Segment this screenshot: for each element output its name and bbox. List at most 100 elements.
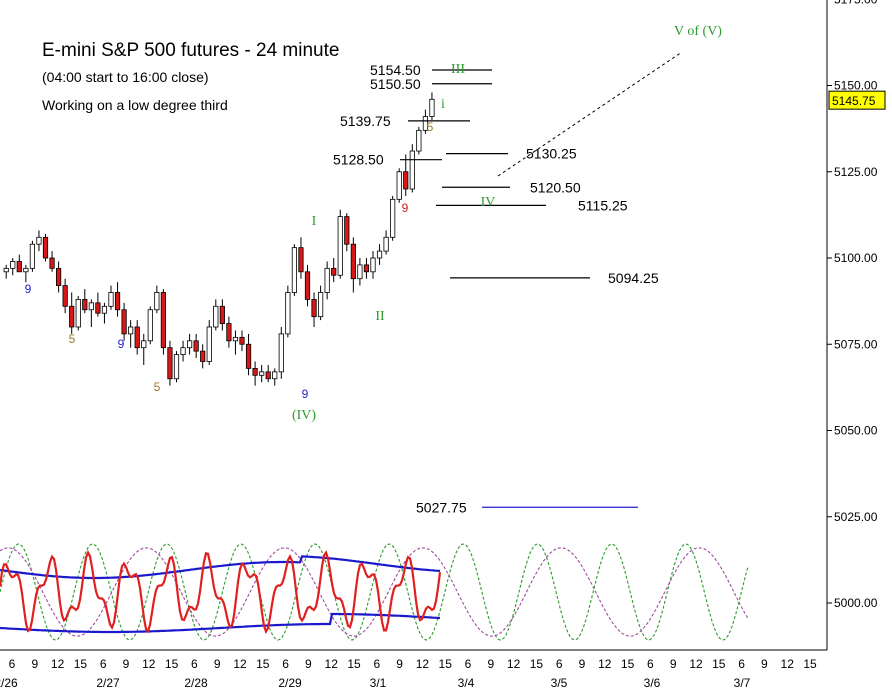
candlestick-series bbox=[3, 92, 435, 386]
wave-label: II bbox=[375, 309, 385, 324]
candle-body bbox=[344, 216, 350, 245]
candle-body bbox=[317, 292, 324, 318]
x-hour-label: 15 bbox=[439, 657, 453, 671]
count-label: 5 bbox=[154, 380, 161, 394]
y-axis-ticks: 5000.00 5025.00 5050.00 5075.00 5100.00 5125.… bbox=[827, 0, 878, 610]
y-tick-label: 5025.00 bbox=[834, 510, 878, 524]
count-label: 9 bbox=[118, 337, 125, 351]
candle-body bbox=[357, 264, 363, 280]
x-hour-label: 12 bbox=[51, 657, 65, 671]
candle-body bbox=[252, 367, 258, 376]
candle-body bbox=[193, 340, 199, 352]
candle-body bbox=[134, 326, 140, 349]
chart-subtitle-1: (04:00 start to 16:00 close) bbox=[42, 69, 209, 85]
x-hour-label: 9 bbox=[487, 657, 494, 671]
x-hour-label: 6 bbox=[373, 657, 380, 671]
oscillator-purple-cycle bbox=[0, 547, 749, 637]
x-date-label: 2/27 bbox=[96, 676, 120, 690]
x-hour-label: 15 bbox=[347, 657, 361, 671]
x-hour-label: 12 bbox=[689, 657, 703, 671]
x-date-label: 2/26 bbox=[0, 676, 18, 690]
oscillator-green-cycle bbox=[0, 543, 749, 641]
x-hour-label: 12 bbox=[416, 657, 430, 671]
x-hour-label: 9 bbox=[214, 657, 221, 671]
projection-line bbox=[497, 51, 683, 177]
candle-body bbox=[370, 257, 376, 273]
x-hour-label: 12 bbox=[142, 657, 156, 671]
x-axis-ticks: 6 9 12 15 6 9 12 15 6 9 12 15 6 9 12 15 6 9 12 15 6 9 12 15 6 9 12… bbox=[0, 657, 817, 690]
price-level-label: 5139.75 bbox=[340, 113, 391, 129]
candle-body bbox=[114, 292, 121, 311]
wave-label: IV bbox=[481, 195, 496, 210]
price-level-label: 5027.75 bbox=[416, 499, 467, 515]
candle-body bbox=[383, 236, 389, 252]
y-tick-label: 5075.00 bbox=[834, 337, 878, 351]
x-date-label: 2/28 bbox=[184, 676, 208, 690]
price-level-label: 5154.50 bbox=[370, 62, 421, 78]
wave-label: III bbox=[451, 62, 465, 77]
x-hour-label: 12 bbox=[507, 657, 521, 671]
candle-body bbox=[422, 116, 429, 131]
candle-body bbox=[298, 247, 304, 273]
x-hour-label: 9 bbox=[670, 657, 677, 671]
x-date-label: 3/4 bbox=[458, 676, 475, 690]
x-hour-label: 15 bbox=[74, 657, 88, 671]
candle-body bbox=[331, 267, 337, 276]
y-tick-label: 5125.00 bbox=[834, 165, 878, 179]
oscillator-lower-band bbox=[0, 612, 441, 634]
candle-body bbox=[101, 305, 108, 314]
candle-body bbox=[272, 371, 278, 380]
candle-body bbox=[213, 305, 219, 328]
candle-body bbox=[10, 261, 16, 269]
count-label: 9 bbox=[302, 387, 309, 401]
candle-body bbox=[376, 250, 383, 259]
oscillator-red-line bbox=[0, 549, 442, 635]
x-hour-label: 9 bbox=[123, 657, 130, 671]
price-level-label: 5094.25 bbox=[608, 270, 659, 286]
x-hour-label: 15 bbox=[712, 657, 726, 671]
candle-body bbox=[363, 264, 370, 273]
candle-body bbox=[403, 171, 409, 190]
candle-body bbox=[121, 309, 127, 335]
x-hour-label: 15 bbox=[803, 657, 817, 671]
x-hour-label: 6 bbox=[465, 657, 472, 671]
last-price-box bbox=[828, 90, 886, 110]
price-level-label: 5128.50 bbox=[333, 152, 384, 168]
x-hour-label: 12 bbox=[598, 657, 612, 671]
x-hour-label: 12 bbox=[781, 657, 795, 671]
candle-body bbox=[259, 371, 265, 376]
candle-body bbox=[245, 343, 252, 369]
wave-label: i bbox=[441, 97, 445, 112]
candle-body bbox=[23, 267, 29, 273]
candle-body bbox=[429, 98, 435, 117]
candle-body bbox=[390, 198, 396, 238]
candle-body bbox=[226, 323, 232, 342]
candle-body bbox=[82, 298, 88, 311]
x-hour-label: 9 bbox=[305, 657, 312, 671]
candle-body bbox=[239, 336, 245, 345]
candle-body bbox=[186, 340, 193, 349]
price-level-label: 5150.50 bbox=[370, 76, 421, 92]
x-hour-label: 6 bbox=[191, 657, 198, 671]
y-tick-label: 5150.00 bbox=[834, 79, 878, 93]
candle-body bbox=[95, 302, 101, 314]
candle-body bbox=[265, 371, 271, 380]
x-hour-label: 9 bbox=[761, 657, 768, 671]
candle-body bbox=[69, 305, 75, 328]
x-hour-label: 15 bbox=[256, 657, 270, 671]
x-date-label: 3/5 bbox=[551, 676, 568, 690]
x-date-label: 3/1 bbox=[370, 676, 387, 690]
candle-body bbox=[75, 298, 81, 328]
candle-body bbox=[285, 292, 291, 335]
candle-body bbox=[173, 354, 180, 380]
candle-body bbox=[49, 257, 55, 269]
chart-subtitle-2: Working on a low degree third bbox=[42, 97, 228, 113]
candle-body bbox=[291, 247, 298, 293]
chart-title: E-mini S&P 500 futures - 24 minute bbox=[42, 40, 339, 61]
x-hour-label: 6 bbox=[647, 657, 654, 671]
candle-body bbox=[160, 292, 166, 349]
last-price-marker: 5145.75 bbox=[828, 90, 886, 110]
x-hour-label: 9 bbox=[396, 657, 403, 671]
